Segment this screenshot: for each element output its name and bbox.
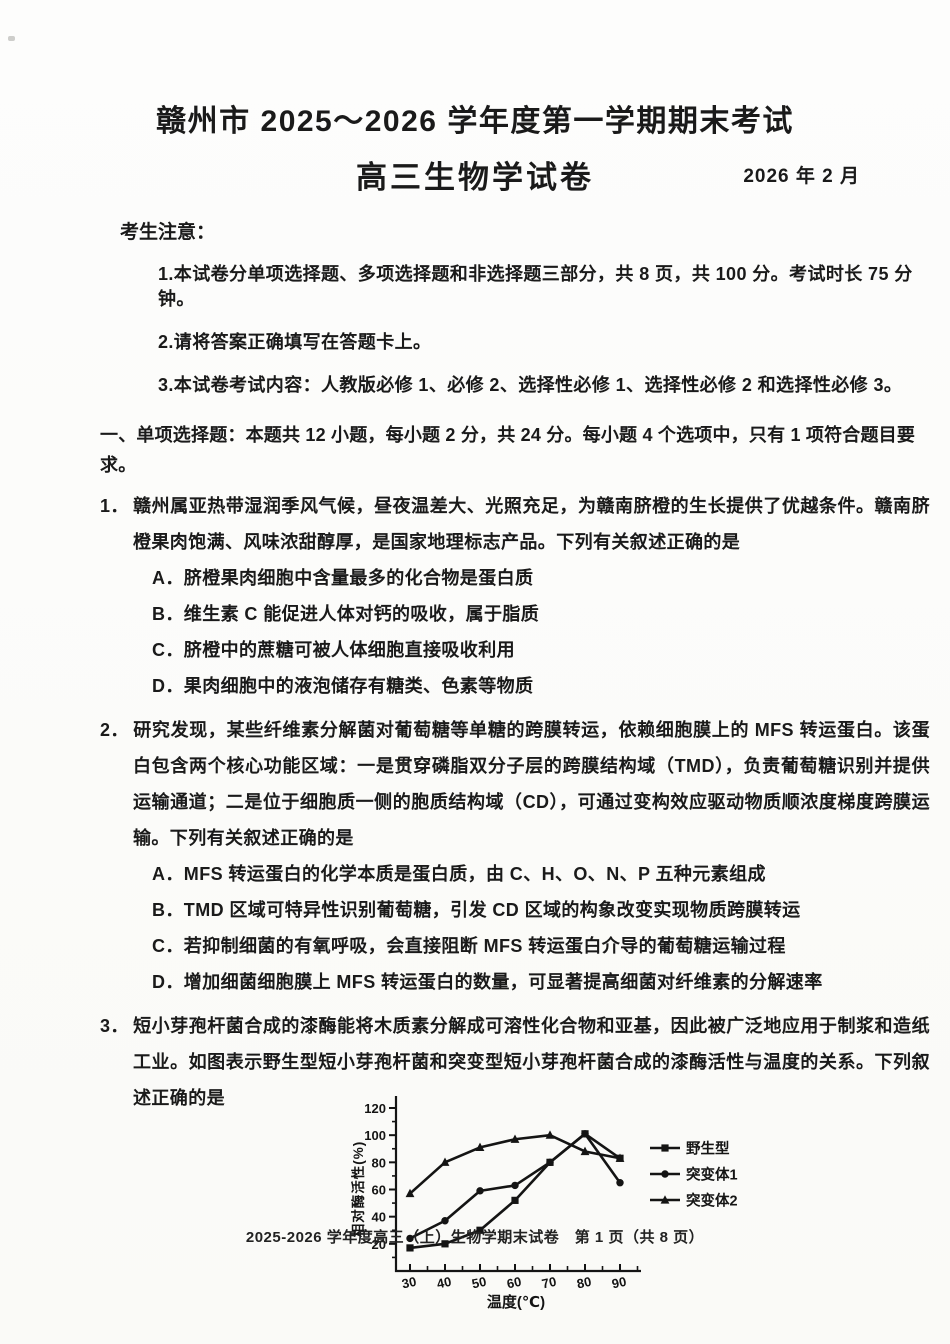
question-2-text: 研究发现，某些纤维素分解菌对葡萄糖等单糖的跨膜转运，依赖细胞膜上的 MFS 转运… <box>133 720 930 848</box>
question-2-option-c: C．若抑制细菌的有氧呼吸，会直接阻断 MFS 转运蛋白介导的葡萄糖运输过程 <box>152 936 786 956</box>
svg-text:突变体1: 突变体1 <box>686 1166 738 1184</box>
page-title: 赣州市 2025～2026 学年度第一学期期末考试 <box>156 105 794 138</box>
svg-text:温度(℃): 温度(℃) <box>487 1293 545 1311</box>
notice-item-1: 1.本试卷分单项选择题、多项选择题和非选择题三部分，共 8 页，共 100 分。… <box>158 264 913 309</box>
svg-text:相对酶活性(%): 相对酶活性(%) <box>350 1141 366 1238</box>
svg-text:40: 40 <box>372 1210 386 1225</box>
svg-text:120: 120 <box>364 1101 386 1116</box>
question-1-number: 1． <box>100 496 129 516</box>
notice-block: 考生注意： 1.本试卷分单项选择题、多项选择题和非选择题三部分，共 8 页，共 … <box>100 217 930 398</box>
question-2-number: 2． <box>100 720 129 740</box>
scan-artifact <box>8 36 15 41</box>
question-1: 1． 赣州属亚热带湿润季风气候，昼夜温差大、光照充足，为赣南脐橙的生长提供了优越条… <box>100 488 930 704</box>
question-3-text: 短小芽孢杆菌合成的漆酶能将木质素分解成可溶性化合物和亚基，因此被广泛地应用于制浆… <box>133 1016 930 1108</box>
svg-text:70: 70 <box>540 1274 557 1292</box>
exam-content: 考生注意： 1.本试卷分单项选择题、多项选择题和非选择题三部分，共 8 页，共 … <box>0 217 950 1314</box>
enzyme-activity-chart: 20 40 60 80 100 120 30 40 50 60 70 80 90 温度(℃) 相对酶活性(%… <box>348 1086 793 1314</box>
svg-text:50: 50 <box>470 1274 487 1292</box>
svg-text:突变体2: 突变体2 <box>686 1192 738 1210</box>
exam-date: 2026 年 2 月 <box>743 166 860 187</box>
subtitle-row: 高三生物学试卷 2026 年 2 月 <box>0 152 950 195</box>
svg-text:30: 30 <box>400 1274 417 1292</box>
question-2-option-b: B．TMD 区域可特异性识别葡萄糖，引发 CD 区域的构象改变实现物质跨膜转运 <box>152 900 801 920</box>
notice-item-2: 2.请将答案正确填写在答题卡上。 <box>158 332 432 352</box>
question-1-option-a: A．脐橙果肉细胞中含量最多的化合物是蛋白质 <box>152 568 534 588</box>
question-1-option-b: B．维生素 C 能促进人体对钙的吸收，属于脂质 <box>152 604 540 624</box>
svg-text:20: 20 <box>372 1237 386 1252</box>
section-header: 一、单项选择题：本题共 12 小题，每小题 2 分，共 24 分。每小题 4 个… <box>100 425 916 475</box>
question-1-stem: 1． 赣州属亚热带湿润季风气候，昼夜温差大、光照充足，为赣南脐橙的生长提供了优越条… <box>100 488 930 560</box>
svg-text:60: 60 <box>505 1274 522 1292</box>
question-2-option-a: A．MFS 转运蛋白的化学本质是蛋白质，由 C、H、O、N、P 五种元素组成 <box>152 864 766 884</box>
question-2: 2． 研究发现，某些纤维素分解菌对葡萄糖等单糖的跨膜转运，依赖细胞膜上的 MFS … <box>100 712 930 1000</box>
question-1-option-c: C．脐橙中的蔗糖可被人体细胞直接吸收利用 <box>152 640 515 660</box>
svg-text:90: 90 <box>610 1274 627 1292</box>
svg-text:100: 100 <box>364 1128 386 1143</box>
question-3: 3． 短小芽孢杆菌合成的漆酶能将木质素分解成可溶性化合物和亚基，因此被广泛地应用于… <box>100 1008 930 1314</box>
question-1-text: 赣州属亚热带湿润季风气候，昼夜温差大、光照充足，为赣南脐橙的生长提供了优越条件。… <box>133 496 930 552</box>
svg-text:80: 80 <box>372 1155 386 1170</box>
exam-header: 赣州市 2025～2026 学年度第一学期期末考试 高三生物学试卷 2026 年… <box>0 0 950 195</box>
question-2-stem: 2． 研究发现，某些纤维素分解菌对葡萄糖等单糖的跨膜转运，依赖细胞膜上的 MFS … <box>100 712 930 856</box>
page-footer: 2025-2026 学年度高三（上）生物学期末试卷 第 1 页（共 8 页） <box>245 1229 705 1246</box>
notice-item-3: 3.本试卷考试内容：人教版必修 1、必修 2、选择性必修 1、选择性必修 2 和… <box>158 375 903 395</box>
svg-text:60: 60 <box>372 1183 386 1198</box>
question-2-option-d: D．增加细菌细胞膜上 MFS 转运蛋白的数量，可显著提高细菌对纤维素的分解速率 <box>152 972 823 992</box>
page-subtitle: 高三生物学试卷 <box>356 160 594 195</box>
svg-text:40: 40 <box>435 1274 452 1292</box>
question-1-option-d: D．果肉细胞中的液泡储存有糖类、色素等物质 <box>152 676 534 696</box>
chart-svg: 20 40 60 80 100 120 30 40 50 60 70 80 90 温度(℃) 相对酶活性(%… <box>350 1096 738 1311</box>
notice-heading: 考生注意： <box>120 222 216 243</box>
question-3-number: 3． <box>100 1016 129 1036</box>
question-3-stem: 3． 短小芽孢杆菌合成的漆酶能将木质素分解成可溶性化合物和亚基，因此被广泛地应用于… <box>100 1008 930 1116</box>
svg-text:80: 80 <box>575 1274 592 1292</box>
svg-text:野生型: 野生型 <box>686 1140 730 1158</box>
